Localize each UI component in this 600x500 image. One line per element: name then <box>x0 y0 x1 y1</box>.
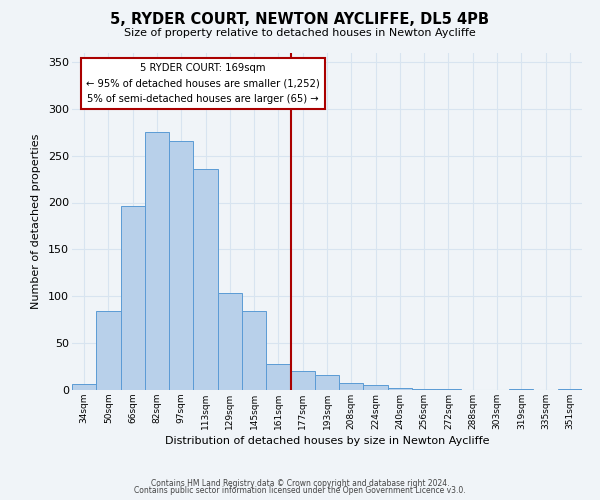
Bar <box>266 364 290 390</box>
Bar <box>364 386 388 390</box>
Text: Size of property relative to detached houses in Newton Aycliffe: Size of property relative to detached ho… <box>124 28 476 38</box>
Bar <box>388 388 412 390</box>
Bar <box>290 371 315 390</box>
Bar <box>72 384 96 390</box>
X-axis label: Distribution of detached houses by size in Newton Aycliffe: Distribution of detached houses by size … <box>165 436 489 446</box>
Bar <box>169 140 193 390</box>
Bar <box>436 389 461 390</box>
Bar <box>193 169 218 390</box>
Bar <box>145 132 169 390</box>
Bar <box>121 206 145 390</box>
Bar <box>339 384 364 390</box>
Text: 5 RYDER COURT: 169sqm
← 95% of detached houses are smaller (1,252)
5% of semi-de: 5 RYDER COURT: 169sqm ← 95% of detached … <box>86 63 320 104</box>
Y-axis label: Number of detached properties: Number of detached properties <box>31 134 41 309</box>
Bar <box>558 389 582 390</box>
Bar <box>509 389 533 390</box>
Bar <box>412 389 436 390</box>
Bar <box>315 375 339 390</box>
Text: 5, RYDER COURT, NEWTON AYCLIFFE, DL5 4PB: 5, RYDER COURT, NEWTON AYCLIFFE, DL5 4PB <box>110 12 490 28</box>
Text: Contains HM Land Registry data © Crown copyright and database right 2024.: Contains HM Land Registry data © Crown c… <box>151 478 449 488</box>
Bar <box>96 311 121 390</box>
Bar <box>218 292 242 390</box>
Text: Contains public sector information licensed under the Open Government Licence v3: Contains public sector information licen… <box>134 486 466 495</box>
Bar <box>242 311 266 390</box>
